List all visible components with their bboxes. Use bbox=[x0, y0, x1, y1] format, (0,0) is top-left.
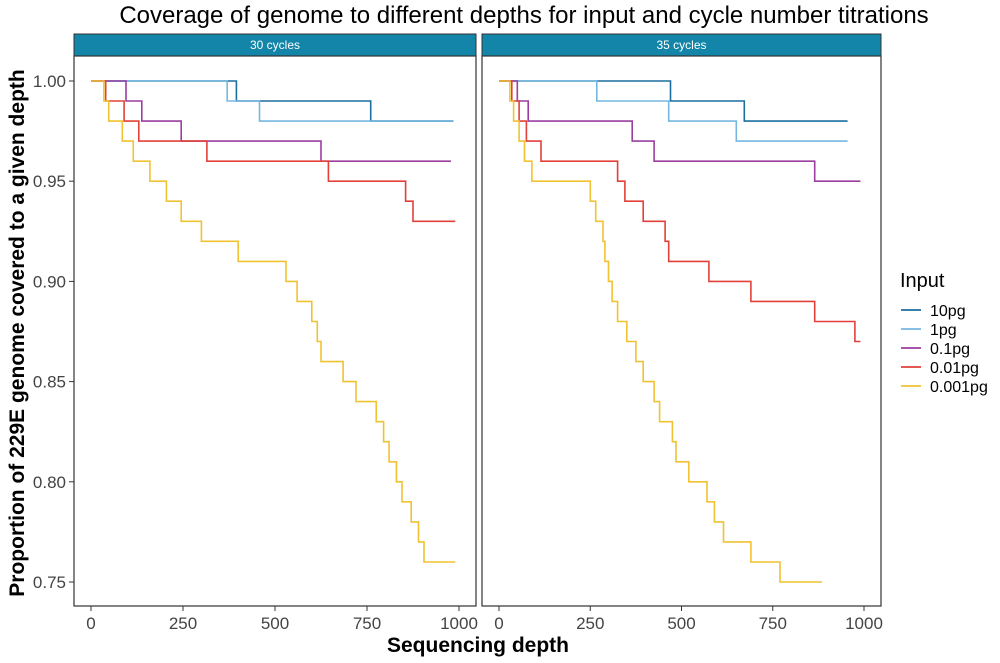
panel-strip-label: 35 cycles bbox=[656, 38, 706, 52]
x-tick-label: 1000 bbox=[440, 614, 478, 633]
panel-border bbox=[481, 55, 882, 607]
legend-label: 10pg bbox=[930, 303, 966, 320]
y-tick-label: 0.80 bbox=[33, 473, 66, 492]
legend-label: 0.1pg bbox=[930, 341, 970, 358]
series-line-0_01pg bbox=[499, 80, 861, 343]
y-tick-label: 0.85 bbox=[33, 373, 66, 392]
legend-item: 0.01pg bbox=[901, 360, 979, 377]
series-line-1pg bbox=[91, 80, 454, 122]
panel-1: 30 cycles 0 250 500 750 1000 0.75 0.80 0.85 0.90 0… bbox=[33, 33, 478, 633]
series-line-0_01pg bbox=[91, 80, 456, 223]
legend-title: Input bbox=[900, 270, 945, 292]
series-line-1pg bbox=[499, 80, 848, 142]
series-line-0_1pg bbox=[499, 80, 861, 182]
panel-strip-label: 30 cycles bbox=[250, 38, 300, 52]
y-tick-label: 0.90 bbox=[33, 272, 66, 291]
legend-item: 10pg bbox=[901, 303, 966, 320]
series-line-10pg bbox=[91, 80, 454, 122]
x-tick-label: 0 bbox=[494, 614, 503, 633]
y-tick-label: 0.75 bbox=[33, 573, 66, 592]
legend-label: 0.01pg bbox=[930, 360, 979, 377]
legend-item: 0.1pg bbox=[901, 341, 970, 358]
legend-item: 0.001pg bbox=[901, 379, 988, 396]
chart-title: Coverage of genome to different depths f… bbox=[119, 2, 928, 29]
x-axis-title: Sequencing depth bbox=[387, 634, 569, 657]
panel-2: 35 cycles 0 250 500 750 1000 bbox=[481, 33, 883, 633]
x-tick-label: 1000 bbox=[845, 614, 883, 633]
y-axis-title: Proportion of 229E genome covered to a g… bbox=[6, 69, 29, 596]
x-tick-label: 250 bbox=[576, 614, 604, 633]
legend-label: 0.001pg bbox=[930, 379, 988, 396]
x-tick-label: 250 bbox=[169, 614, 197, 633]
series-line-0_1pg bbox=[91, 80, 451, 162]
series-line-0_001pg bbox=[91, 80, 456, 563]
legend: Input 10pg 1pg 0.1pg 0.01pg 0.001pg bbox=[900, 270, 988, 396]
x-tick-label: 500 bbox=[261, 614, 289, 633]
x-tick-label: 0 bbox=[86, 614, 95, 633]
x-tick-label: 750 bbox=[353, 614, 381, 633]
legend-item: 1pg bbox=[901, 322, 957, 339]
x-tick-label: 500 bbox=[667, 614, 695, 633]
panel-border bbox=[73, 55, 477, 607]
y-tick-label: 0.95 bbox=[33, 172, 66, 191]
legend-label: 1pg bbox=[930, 322, 957, 339]
series-line-0_001pg bbox=[499, 80, 822, 583]
x-tick-label: 750 bbox=[759, 614, 787, 633]
y-tick-label: 1.00 bbox=[33, 72, 66, 91]
series-line-10pg bbox=[499, 80, 848, 122]
